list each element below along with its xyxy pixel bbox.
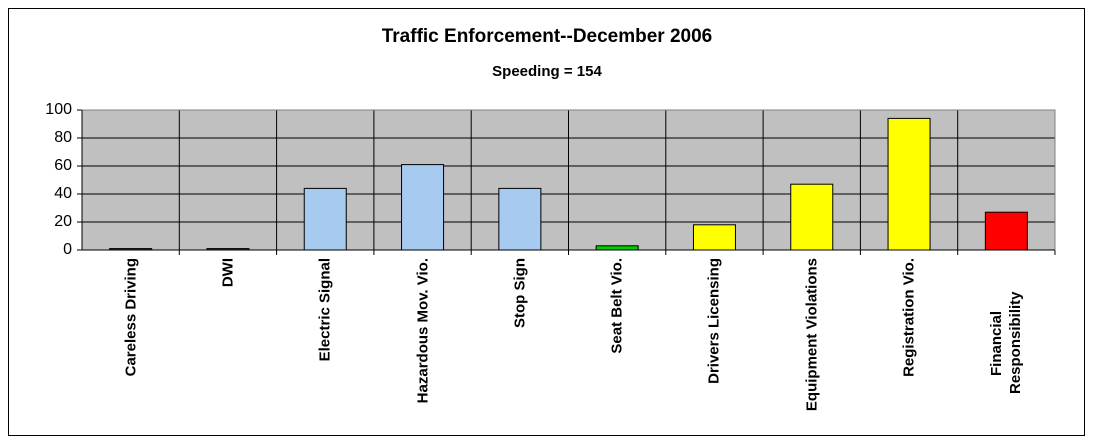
bar — [303, 187, 347, 251]
y-tick-label: 40 — [54, 185, 72, 202]
x-tick-label: Registration Vio. — [900, 258, 918, 377]
y-tick-label: 80 — [54, 129, 72, 146]
x-tick-label: Seat Belt Vio. — [608, 258, 626, 354]
bar — [692, 224, 736, 251]
chart-subtitle: Speeding = 154 — [492, 63, 602, 80]
x-tick-label: Careless Driving — [122, 258, 140, 377]
x-tick-label: Equipment Violations — [803, 258, 821, 412]
bar — [498, 187, 542, 251]
y-tick-label: 60 — [54, 157, 72, 174]
y-tick-label: 100 — [45, 101, 72, 118]
y-tick-label: 0 — [63, 241, 72, 258]
bar — [790, 183, 834, 251]
x-tick-label: DWI — [219, 258, 237, 288]
x-tick-label: Hazardous Mov. Vio. — [414, 258, 432, 404]
x-tick-label: Stop Sign — [511, 258, 529, 328]
bar — [401, 164, 445, 251]
x-tick-label: Financial Responsibility — [988, 291, 1025, 395]
chart-title: Traffic Enforcement--December 2006 — [382, 26, 713, 47]
x-tick-label: Drivers Licensing — [705, 258, 723, 384]
bar — [595, 245, 639, 251]
y-tick-label: 20 — [54, 213, 72, 230]
bar — [984, 211, 1028, 251]
x-tick-label: Electric Signal — [316, 258, 334, 362]
bar — [887, 117, 931, 251]
